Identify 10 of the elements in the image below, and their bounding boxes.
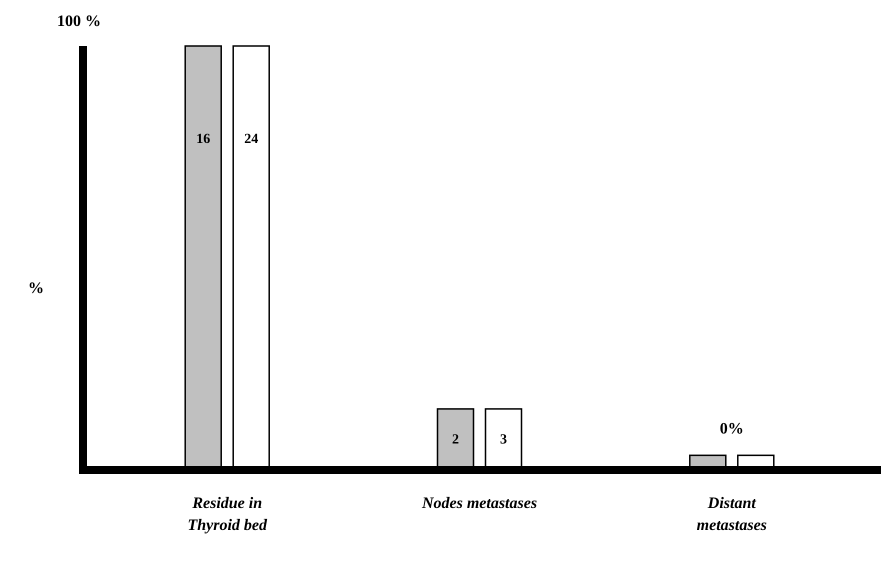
text: 100 %: [57, 13, 101, 30]
annotation: 0%: [720, 420, 744, 438]
annotation: 16: [196, 132, 210, 147]
annotation: 3: [500, 432, 507, 448]
x-tick-label: Residue in Thyroid bed: [187, 495, 268, 534]
x-tick-label: Distant metastases: [696, 495, 767, 534]
y-axis-title: %: [28, 280, 44, 297]
x-tick-label: Nodes metastases: [420, 495, 538, 512]
annotation: 24: [244, 132, 258, 147]
annotation: 2: [452, 432, 459, 448]
